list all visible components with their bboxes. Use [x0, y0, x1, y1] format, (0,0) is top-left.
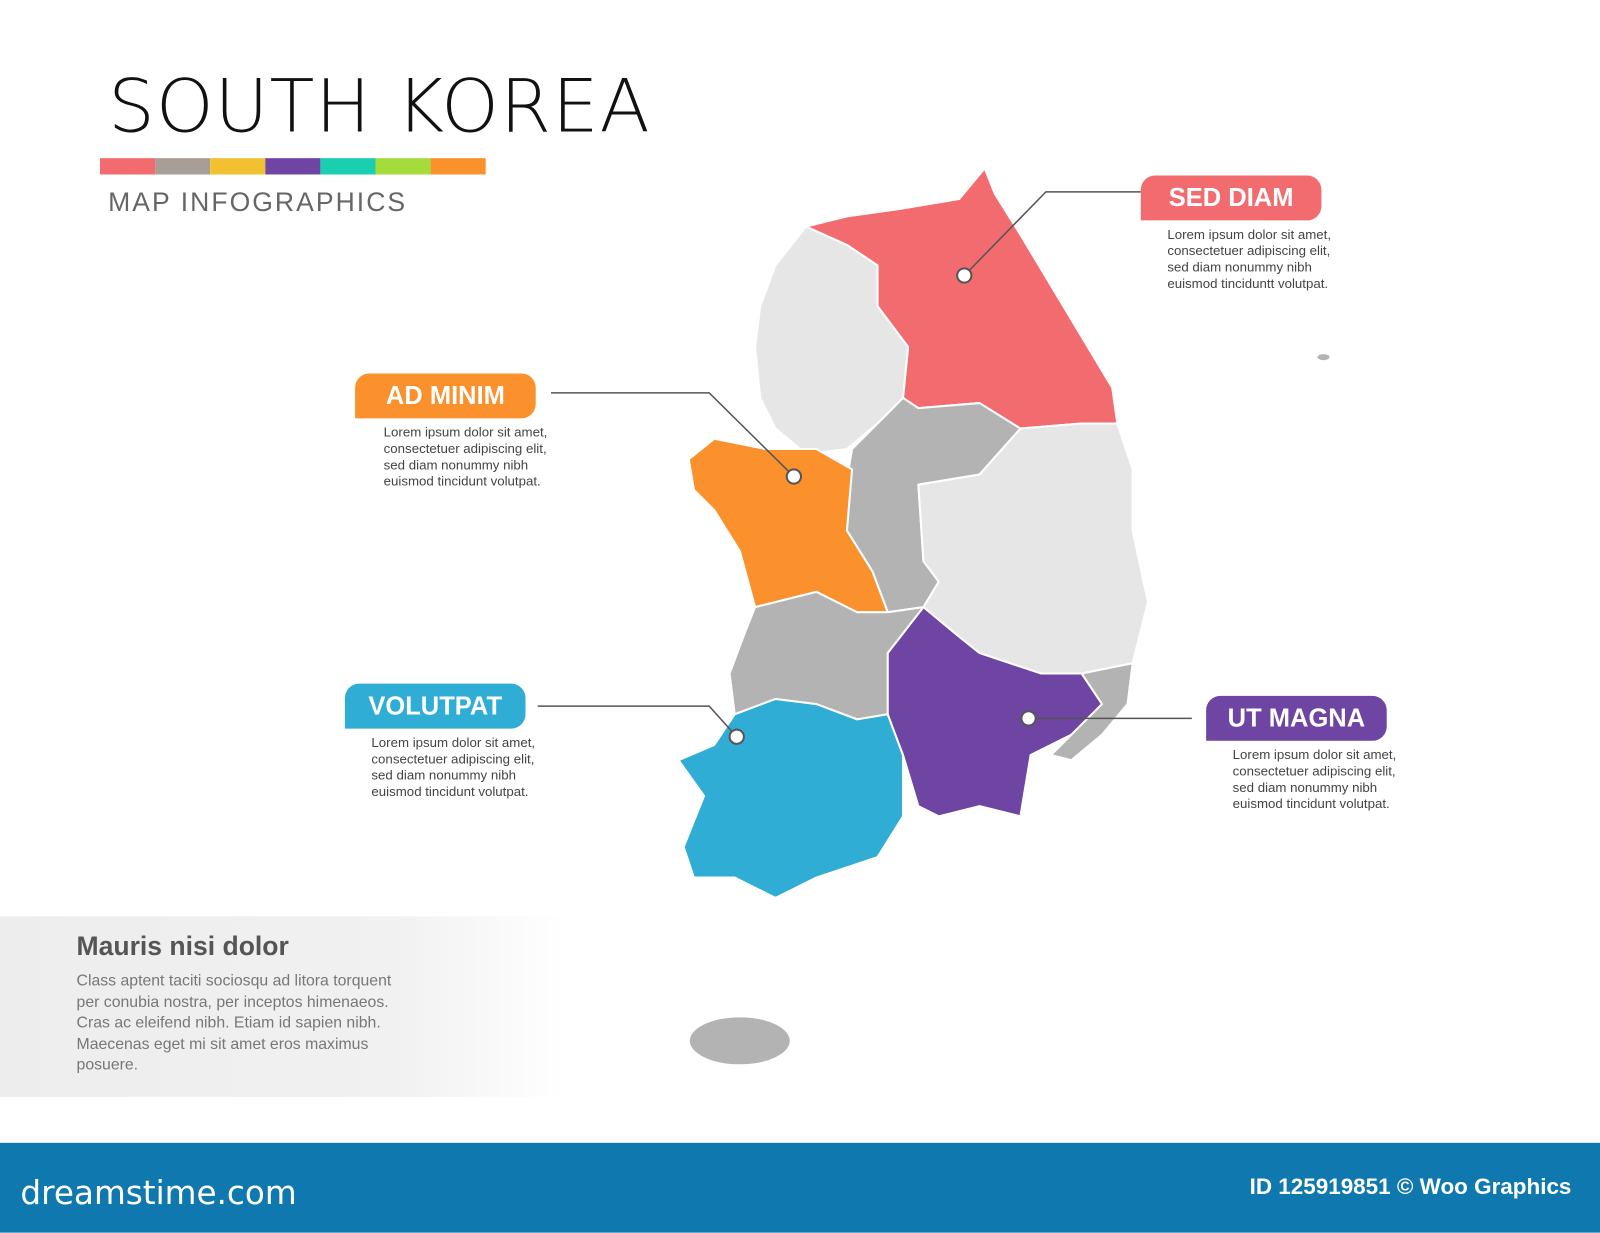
- callout-description: Lorem ipsum dolor sit amet, consectetuer…: [1167, 227, 1371, 292]
- region-busan-ulsan[interactable]: [1049, 662, 1134, 762]
- color-swatch: [375, 158, 431, 175]
- color-swatch: [265, 158, 321, 175]
- desc-line: consectetuer adipiscing elit,: [1167, 242, 1331, 259]
- text-line: Class aptent taciti sociosqu ad litora t…: [76, 972, 392, 990]
- leader-line: [537, 705, 738, 738]
- desc-line: consectetuer adipiscing elit,: [383, 440, 547, 457]
- desc-line: Lorem ipsum dolor sit amet,: [371, 734, 536, 750]
- desc-line: Lorem ipsum dolor sit amet,: [1232, 746, 1397, 763]
- color-swatch: [430, 158, 486, 175]
- desc-line: consectetuer adipiscing elit,: [371, 751, 535, 767]
- island: [1315, 352, 1332, 363]
- leader-line: [551, 392, 795, 478]
- info-box: Mauris nisi dolor Class aptent taciti so…: [0, 916, 567, 1097]
- dreamstime-logo[interactable]: dreamstime.com: [20, 1173, 297, 1213]
- desc-line: euismod tincidunt volutpat.: [1232, 795, 1390, 812]
- text-line: Maecenas eget mi sit amet eros maximus: [76, 1035, 369, 1053]
- region-jeonnam[interactable]: [677, 697, 905, 899]
- text-line: posuere.: [76, 1056, 139, 1074]
- desc-line: Lorem ipsum dolor sit amet,: [1167, 226, 1332, 242]
- page-title: SOUTH KOREA: [108, 63, 651, 149]
- desc-line: Lorem ipsum dolor sit amet,: [383, 424, 548, 440]
- region-gyeongnam[interactable]: [886, 606, 1104, 818]
- callout-description: Lorem ipsum dolor sit amet, consectetuer…: [1233, 747, 1437, 812]
- desc-line: sed diam nonummy nibh: [371, 767, 516, 783]
- desc-line: euismod tincidunt volutpat.: [371, 783, 529, 799]
- color-bar: [99, 158, 486, 175]
- marker-dot: [956, 267, 973, 284]
- leader-line: [963, 191, 1141, 277]
- desc-line: sed diam nonummy nibh: [383, 457, 529, 473]
- info-box-text: Class aptent taciti sociosqu ad litora t…: [77, 971, 392, 1076]
- callout-label: UT MAGNA: [1206, 695, 1387, 741]
- desc-line: euismod tinciduntt volutpat.: [1167, 275, 1329, 291]
- region-jeju[interactable]: [687, 1015, 792, 1067]
- callout-description: Lorem ipsum dolor sit amet, consectetuer…: [371, 735, 575, 800]
- color-swatch: [155, 158, 211, 175]
- page-subtitle: MAP INFOGRAPHICS: [108, 186, 408, 218]
- marker-dot: [785, 468, 803, 485]
- desc-line: sed diam nonummy nibh: [1167, 259, 1312, 275]
- desc-line: sed diam nonummy nibh: [1232, 779, 1378, 795]
- info-box-heading: Mauris nisi dolor: [76, 930, 289, 962]
- callout-description: Lorem ipsum dolor sit amet, consectetuer…: [384, 424, 588, 489]
- color-swatch: [99, 158, 156, 175]
- callout-label: SED DIAM: [1140, 175, 1322, 221]
- color-swatch: [210, 158, 266, 175]
- callout-label: VOLUTPAT: [344, 683, 526, 729]
- footer-banner: dreamstime.com ID 125919851 © Woo Graphi…: [0, 1142, 1600, 1233]
- marker-dot: [1020, 710, 1037, 727]
- image-credit: ID 125919851 © Woo Graphics: [1249, 1173, 1572, 1199]
- desc-line: consectetuer adipiscing elit,: [1232, 763, 1396, 779]
- text-line: Cras ac eleifend nibh. Etiam id sapien n…: [76, 1014, 381, 1032]
- color-swatch: [320, 158, 376, 175]
- text-line: per conubia nostra, per inceptos himenae…: [76, 993, 389, 1011]
- marker-dot: [728, 728, 745, 745]
- desc-line: euismod tincidunt volutpat.: [383, 473, 541, 489]
- callout-label: AD MINIM: [355, 373, 536, 419]
